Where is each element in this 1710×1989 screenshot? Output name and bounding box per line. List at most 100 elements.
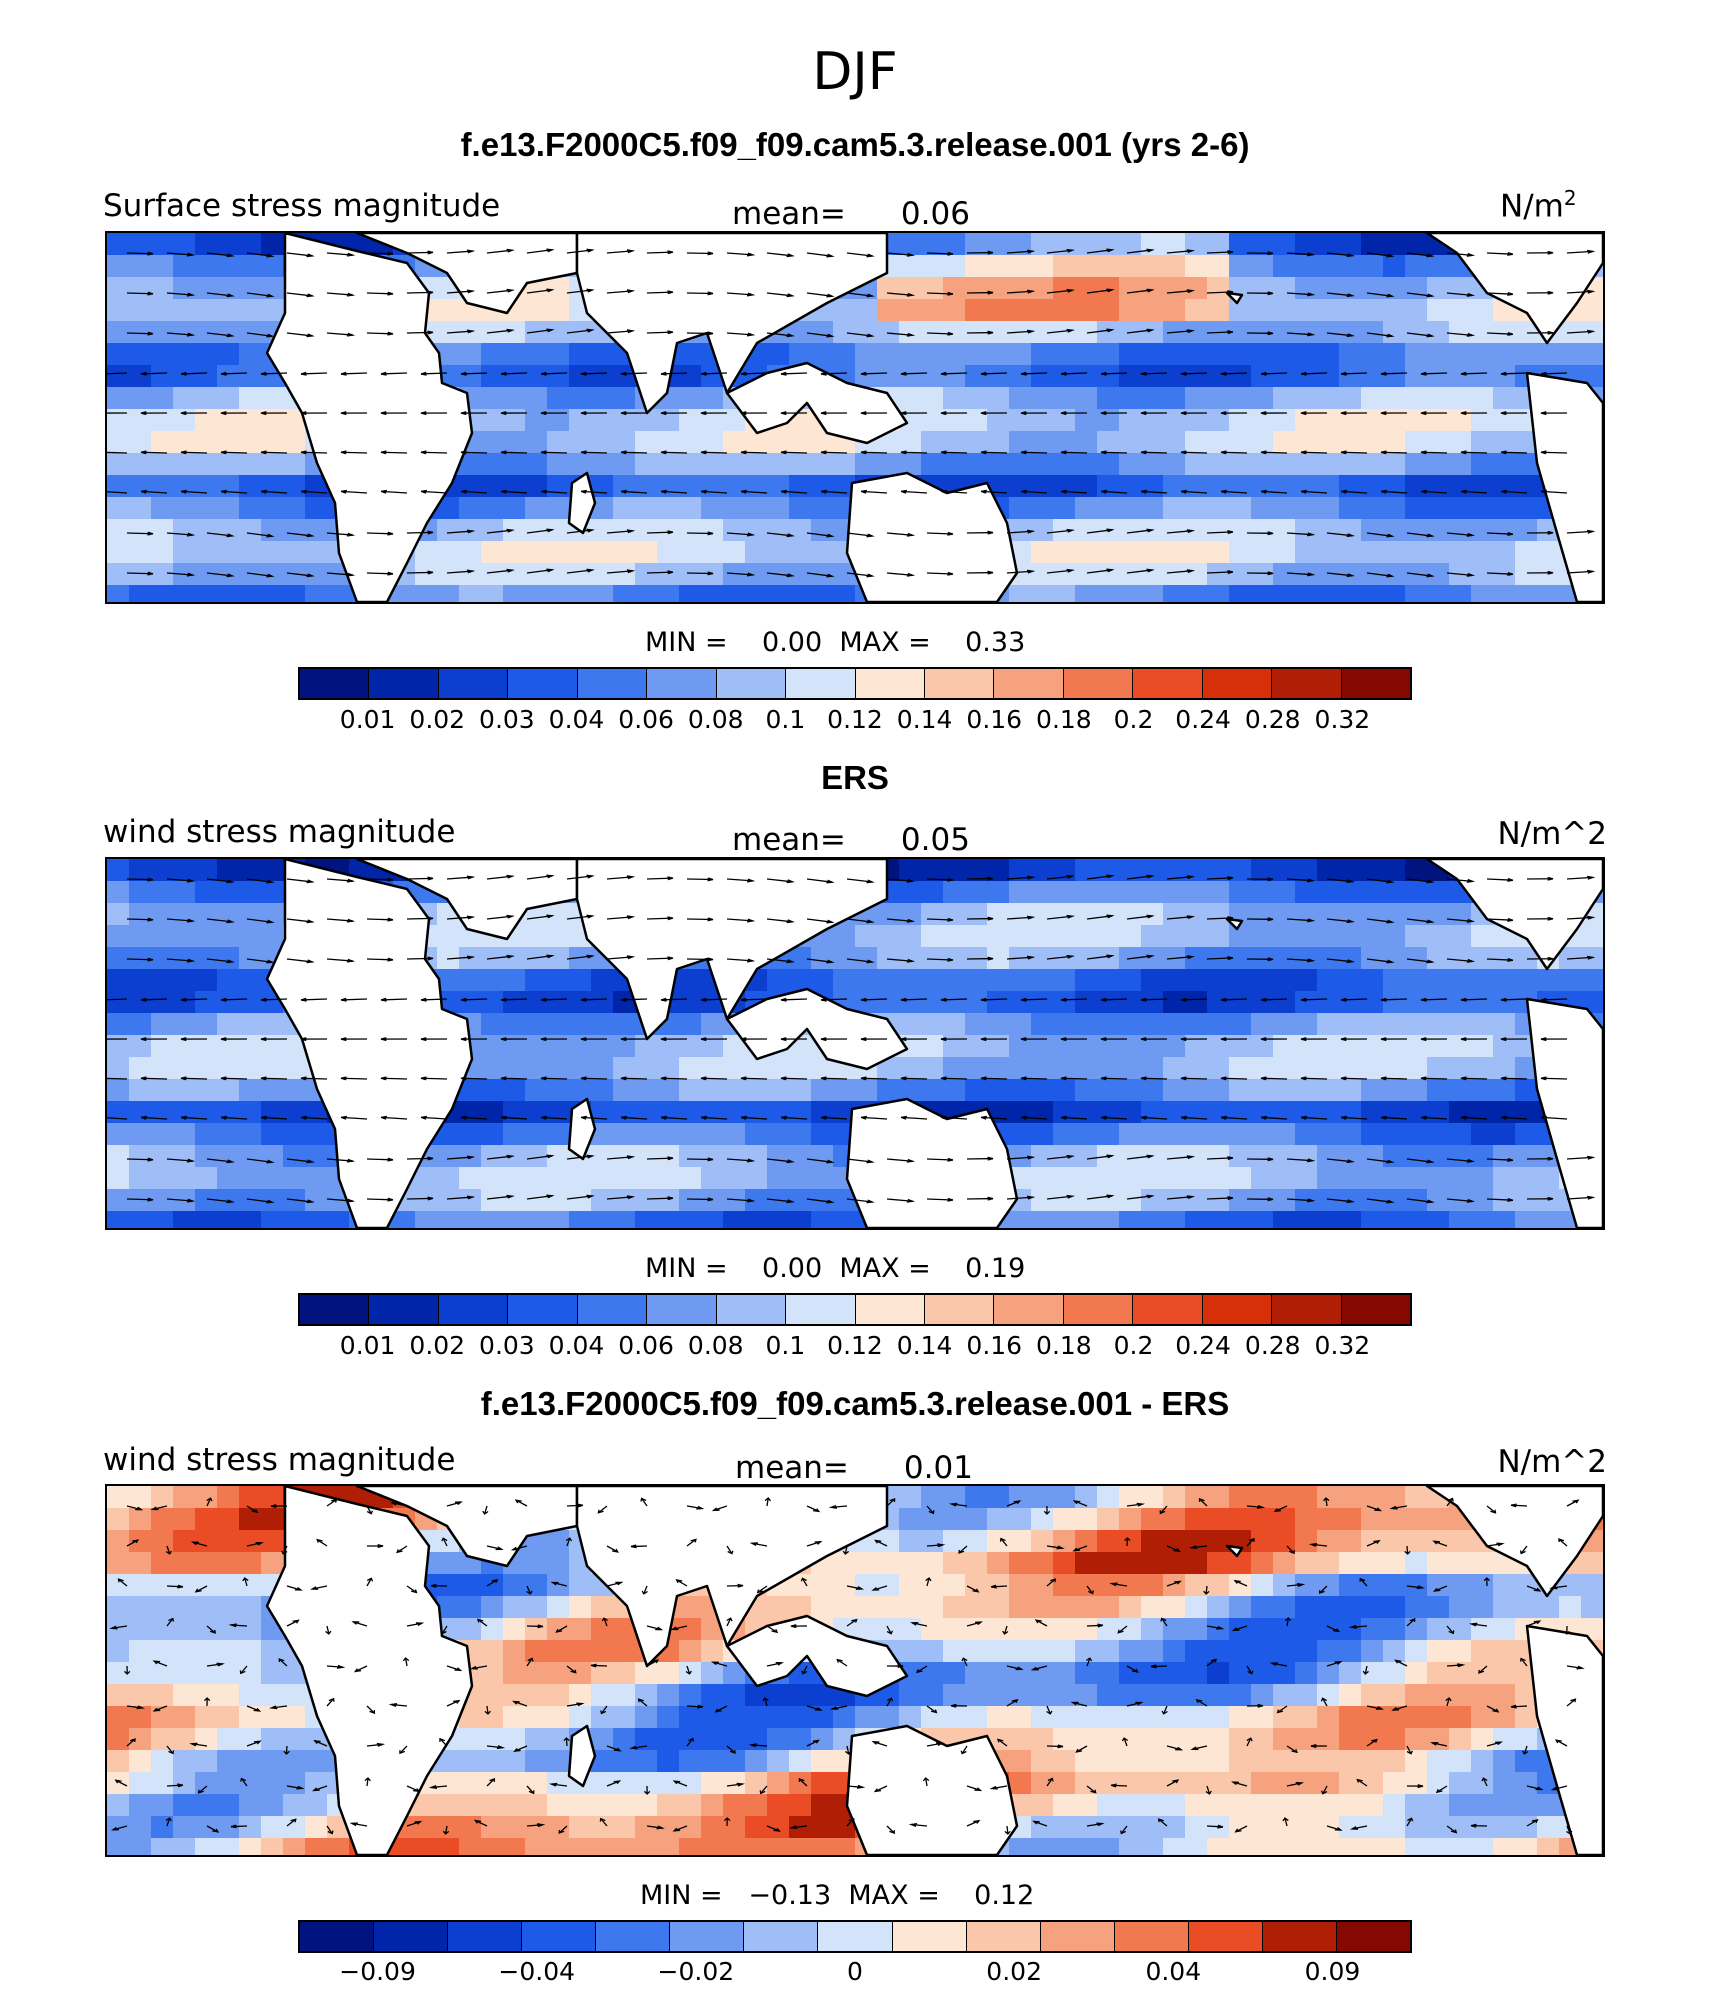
colorbar-swatch xyxy=(1272,669,1342,698)
colorbar-tick-label: 0.24 xyxy=(1175,705,1231,734)
colorbar-tick-label: 0.18 xyxy=(1036,1331,1092,1360)
panel-3-min-value: −0.13 xyxy=(748,1880,832,1911)
coastline xyxy=(725,987,909,1071)
colorbar-swatch xyxy=(1202,669,1273,698)
colorbar-tick-label: 0.14 xyxy=(896,1331,953,1360)
panel-2-field-svg xyxy=(107,859,1603,1228)
colorbar-tick-label: 0.03 xyxy=(479,705,535,734)
panel-2-field-label: wind stress magnitude xyxy=(103,814,456,850)
coastline xyxy=(575,1486,889,1668)
colorbar-swatch xyxy=(716,1295,787,1324)
coastline xyxy=(567,1097,597,1161)
coastline xyxy=(1225,917,1244,931)
colorbar-swatch xyxy=(1272,1295,1342,1324)
colorbar-swatch xyxy=(1133,1295,1203,1324)
colorbar-tick-label: 0.18 xyxy=(1036,705,1092,734)
panel-3-map xyxy=(105,1484,1605,1857)
coastline xyxy=(1525,371,1603,602)
panel-3-title: f.e13.F2000C5.f09_f09.cam5.3.release.001… xyxy=(480,1385,1230,1422)
colorbar-swatch xyxy=(522,1922,597,1951)
panel-1-mean-label: mean= 0.06 xyxy=(732,196,970,232)
coastline xyxy=(1225,291,1244,305)
colorbar-tick-label: −0.04 xyxy=(498,1957,576,1986)
coastline xyxy=(1425,859,1603,971)
colorbar-tick-label: 0.2 xyxy=(1113,705,1154,734)
panel-3-max-value: 0.12 xyxy=(974,1880,1035,1911)
colorbar-swatch xyxy=(577,1295,648,1324)
panel-1-colorbar xyxy=(298,667,1412,700)
colorbar-swatch xyxy=(786,1295,856,1324)
colorbar-swatch xyxy=(786,669,856,698)
coastline xyxy=(1525,1624,1603,1855)
colorbar-swatch xyxy=(924,1295,995,1324)
coastline xyxy=(725,361,909,445)
colorbar-swatch xyxy=(716,669,787,698)
panel-1-colorbar-ticks: 0.01 0.02 0.03 0.04 0.06 0.08 0.1 0.12 0.14 0.16 0… xyxy=(298,705,1412,737)
colorbar-tick-label: 0.04 xyxy=(548,1331,605,1360)
panel-1-map xyxy=(105,231,1605,604)
colorbar-swatch xyxy=(1040,1922,1115,1951)
colorbar-swatch xyxy=(855,669,925,698)
panel-1-min-value: 0.00 xyxy=(762,627,823,658)
stress-vectors xyxy=(107,248,1596,578)
colorbar-swatch xyxy=(508,669,578,698)
colorbar-tick-label: 0.04 xyxy=(1145,1957,1202,1986)
colorbar-swatch xyxy=(818,1922,893,1951)
panel-1-field-svg xyxy=(107,233,1603,602)
panel-3-field-label: wind stress magnitude xyxy=(103,1442,456,1478)
colorbar-tick-label: 0.01 xyxy=(339,1331,396,1360)
panel-2-colorbar xyxy=(298,1293,1412,1326)
stress-vectors xyxy=(109,1497,1585,1835)
panel-1-title: f.e13.F2000C5.f09_f09.cam5.3.release.001… xyxy=(460,126,1250,163)
panel-2-colorbar-ticks: 0.01 0.02 0.03 0.04 0.06 0.08 0.1 0.12 0.14 0.16 0… xyxy=(298,1331,1412,1363)
colorbar-swatch xyxy=(744,1922,819,1951)
panel-2-min-value: 0.00 xyxy=(762,1253,823,1284)
colorbar-tick-label: 0.1 xyxy=(765,1331,806,1360)
colorbar-tick-label: 0.08 xyxy=(687,705,744,734)
colorbar-tick-label: 0.06 xyxy=(618,1331,674,1360)
colorbar-tick-label: 0.02 xyxy=(409,1331,466,1360)
panel-2-max-value: 0.19 xyxy=(965,1253,1026,1284)
coastline xyxy=(567,1724,597,1788)
colorbar-tick-label: 0.12 xyxy=(827,705,883,734)
coastline xyxy=(1225,1544,1244,1558)
coastline xyxy=(265,1486,474,1855)
colorbar-swatch xyxy=(1114,1922,1189,1951)
panel-2-minmax: MIN = 0.00 MAX = 0.19 xyxy=(645,1253,1026,1284)
panel-3-colorbar xyxy=(298,1920,1412,1953)
colorbar-tick-label: 0.02 xyxy=(409,705,466,734)
land-masks xyxy=(265,1486,1603,1855)
colorbar-tick-label: 0.06 xyxy=(618,705,674,734)
colorbar-tick-label: 0.03 xyxy=(479,1331,535,1360)
panel-3-colorbar-ticks: −0.09 −0.04 −0.02 0 0.02 0.04 0.09 xyxy=(298,1957,1412,1989)
colorbar-swatch xyxy=(1188,1922,1263,1951)
colorbar-swatch xyxy=(577,669,648,698)
panel-3-minmax: MIN = −0.13 MAX = 0.12 xyxy=(640,1880,1035,1911)
colorbar-swatch xyxy=(670,1922,745,1951)
panel-1-minmax: MIN = 0.00 MAX = 0.33 xyxy=(645,627,1026,658)
colorbar-swatch xyxy=(369,669,439,698)
panel-3-mean-label: mean= 0.01 xyxy=(735,1450,973,1486)
panel-2-mean-value: 0.05 xyxy=(900,822,970,858)
coastline xyxy=(567,471,597,535)
colorbar-tick-label: 0.12 xyxy=(827,1331,883,1360)
colorbar-swatch xyxy=(994,669,1064,698)
colorbar-swatch xyxy=(300,669,370,698)
panel-3-unit-label: N/m^2 xyxy=(1497,1444,1607,1480)
colorbar-tick-label: 0.2 xyxy=(1113,1331,1154,1360)
colorbar-tick-label: 0 xyxy=(847,1957,863,1986)
panel-2-map xyxy=(105,857,1605,1230)
panel-3-field-svg xyxy=(107,1486,1603,1855)
panel-1-max-value: 0.33 xyxy=(965,627,1026,658)
colorbar-tick-label: 0.28 xyxy=(1244,705,1301,734)
land-masks xyxy=(265,233,1603,602)
colorbar-swatch xyxy=(855,1295,925,1324)
coastline xyxy=(265,233,474,602)
colorbar-swatch xyxy=(1262,1922,1337,1951)
colorbar-swatch xyxy=(647,669,717,698)
colorbar-tick-label: 0.08 xyxy=(687,1331,744,1360)
colorbar-tick-label: 0.32 xyxy=(1314,1331,1371,1360)
panel-2-title: ERS xyxy=(821,759,889,796)
colorbar-swatch xyxy=(596,1922,671,1951)
colorbar-tick-label: 0.14 xyxy=(896,705,953,734)
